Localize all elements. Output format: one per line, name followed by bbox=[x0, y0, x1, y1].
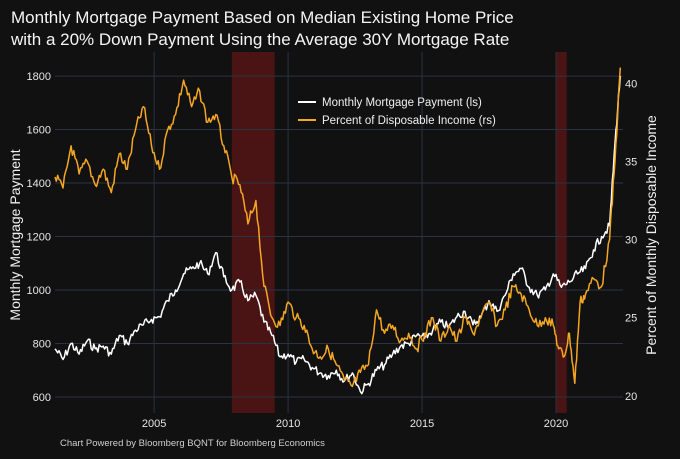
chart-title-line2: with a 20% Down Payment Using the Averag… bbox=[11, 30, 510, 49]
x-tick-label: 2010 bbox=[276, 418, 300, 430]
y-tick-label-left: 1800 bbox=[27, 71, 51, 83]
y-tick-label-left: 1000 bbox=[27, 285, 51, 297]
legend-label-payment: Monthly Mortgage Payment (ls) bbox=[322, 97, 482, 109]
legend-label-percent: Percent of Disposable Income (rs) bbox=[322, 115, 496, 127]
chart-title: Monthly Mortgage Payment Based on Median… bbox=[11, 7, 514, 51]
y-tick-label-left: 800 bbox=[33, 338, 51, 350]
recession-band bbox=[231, 52, 275, 413]
tick-labels: 600 800 1000 1200 1400 1600 1800 20 25 30 35 40 2005… bbox=[27, 71, 638, 430]
y-tick-label-right: 20 bbox=[625, 391, 637, 403]
series-line-percent bbox=[54, 67, 622, 388]
legend: Monthly Mortgage Payment (ls) Percent of… bbox=[298, 97, 496, 127]
y-axis-label-left: Monthly Mortgage Payment bbox=[7, 149, 23, 320]
y-tick-label-left: 1200 bbox=[27, 232, 51, 244]
chart-title-line1: Monthly Mortgage Payment Based on Median… bbox=[11, 8, 514, 27]
series-line-payment bbox=[54, 76, 622, 395]
y-tick-label-right: 40 bbox=[625, 78, 637, 90]
chart-footer: Chart Powered by Bloomberg BQNT for Bloo… bbox=[60, 438, 325, 449]
y-tick-label-right: 25 bbox=[625, 313, 637, 325]
y-tick-label-left: 1400 bbox=[27, 178, 51, 190]
x-tick-label: 2020 bbox=[544, 418, 568, 430]
x-tick-label: 2015 bbox=[410, 418, 434, 430]
y-tick-label-right: 30 bbox=[625, 235, 637, 247]
x-tick-label: 2005 bbox=[142, 418, 166, 430]
y-tick-label-left: 1600 bbox=[27, 125, 51, 137]
series-lines bbox=[54, 67, 622, 395]
recession-bands bbox=[231, 52, 567, 413]
recession-band bbox=[556, 52, 567, 413]
y-axis-label-right: Percent of Monthly Disposable Income bbox=[643, 115, 659, 355]
y-tick-label-right: 35 bbox=[625, 156, 637, 168]
gridlines bbox=[55, 52, 623, 413]
y-tick-label-left: 600 bbox=[33, 392, 51, 404]
